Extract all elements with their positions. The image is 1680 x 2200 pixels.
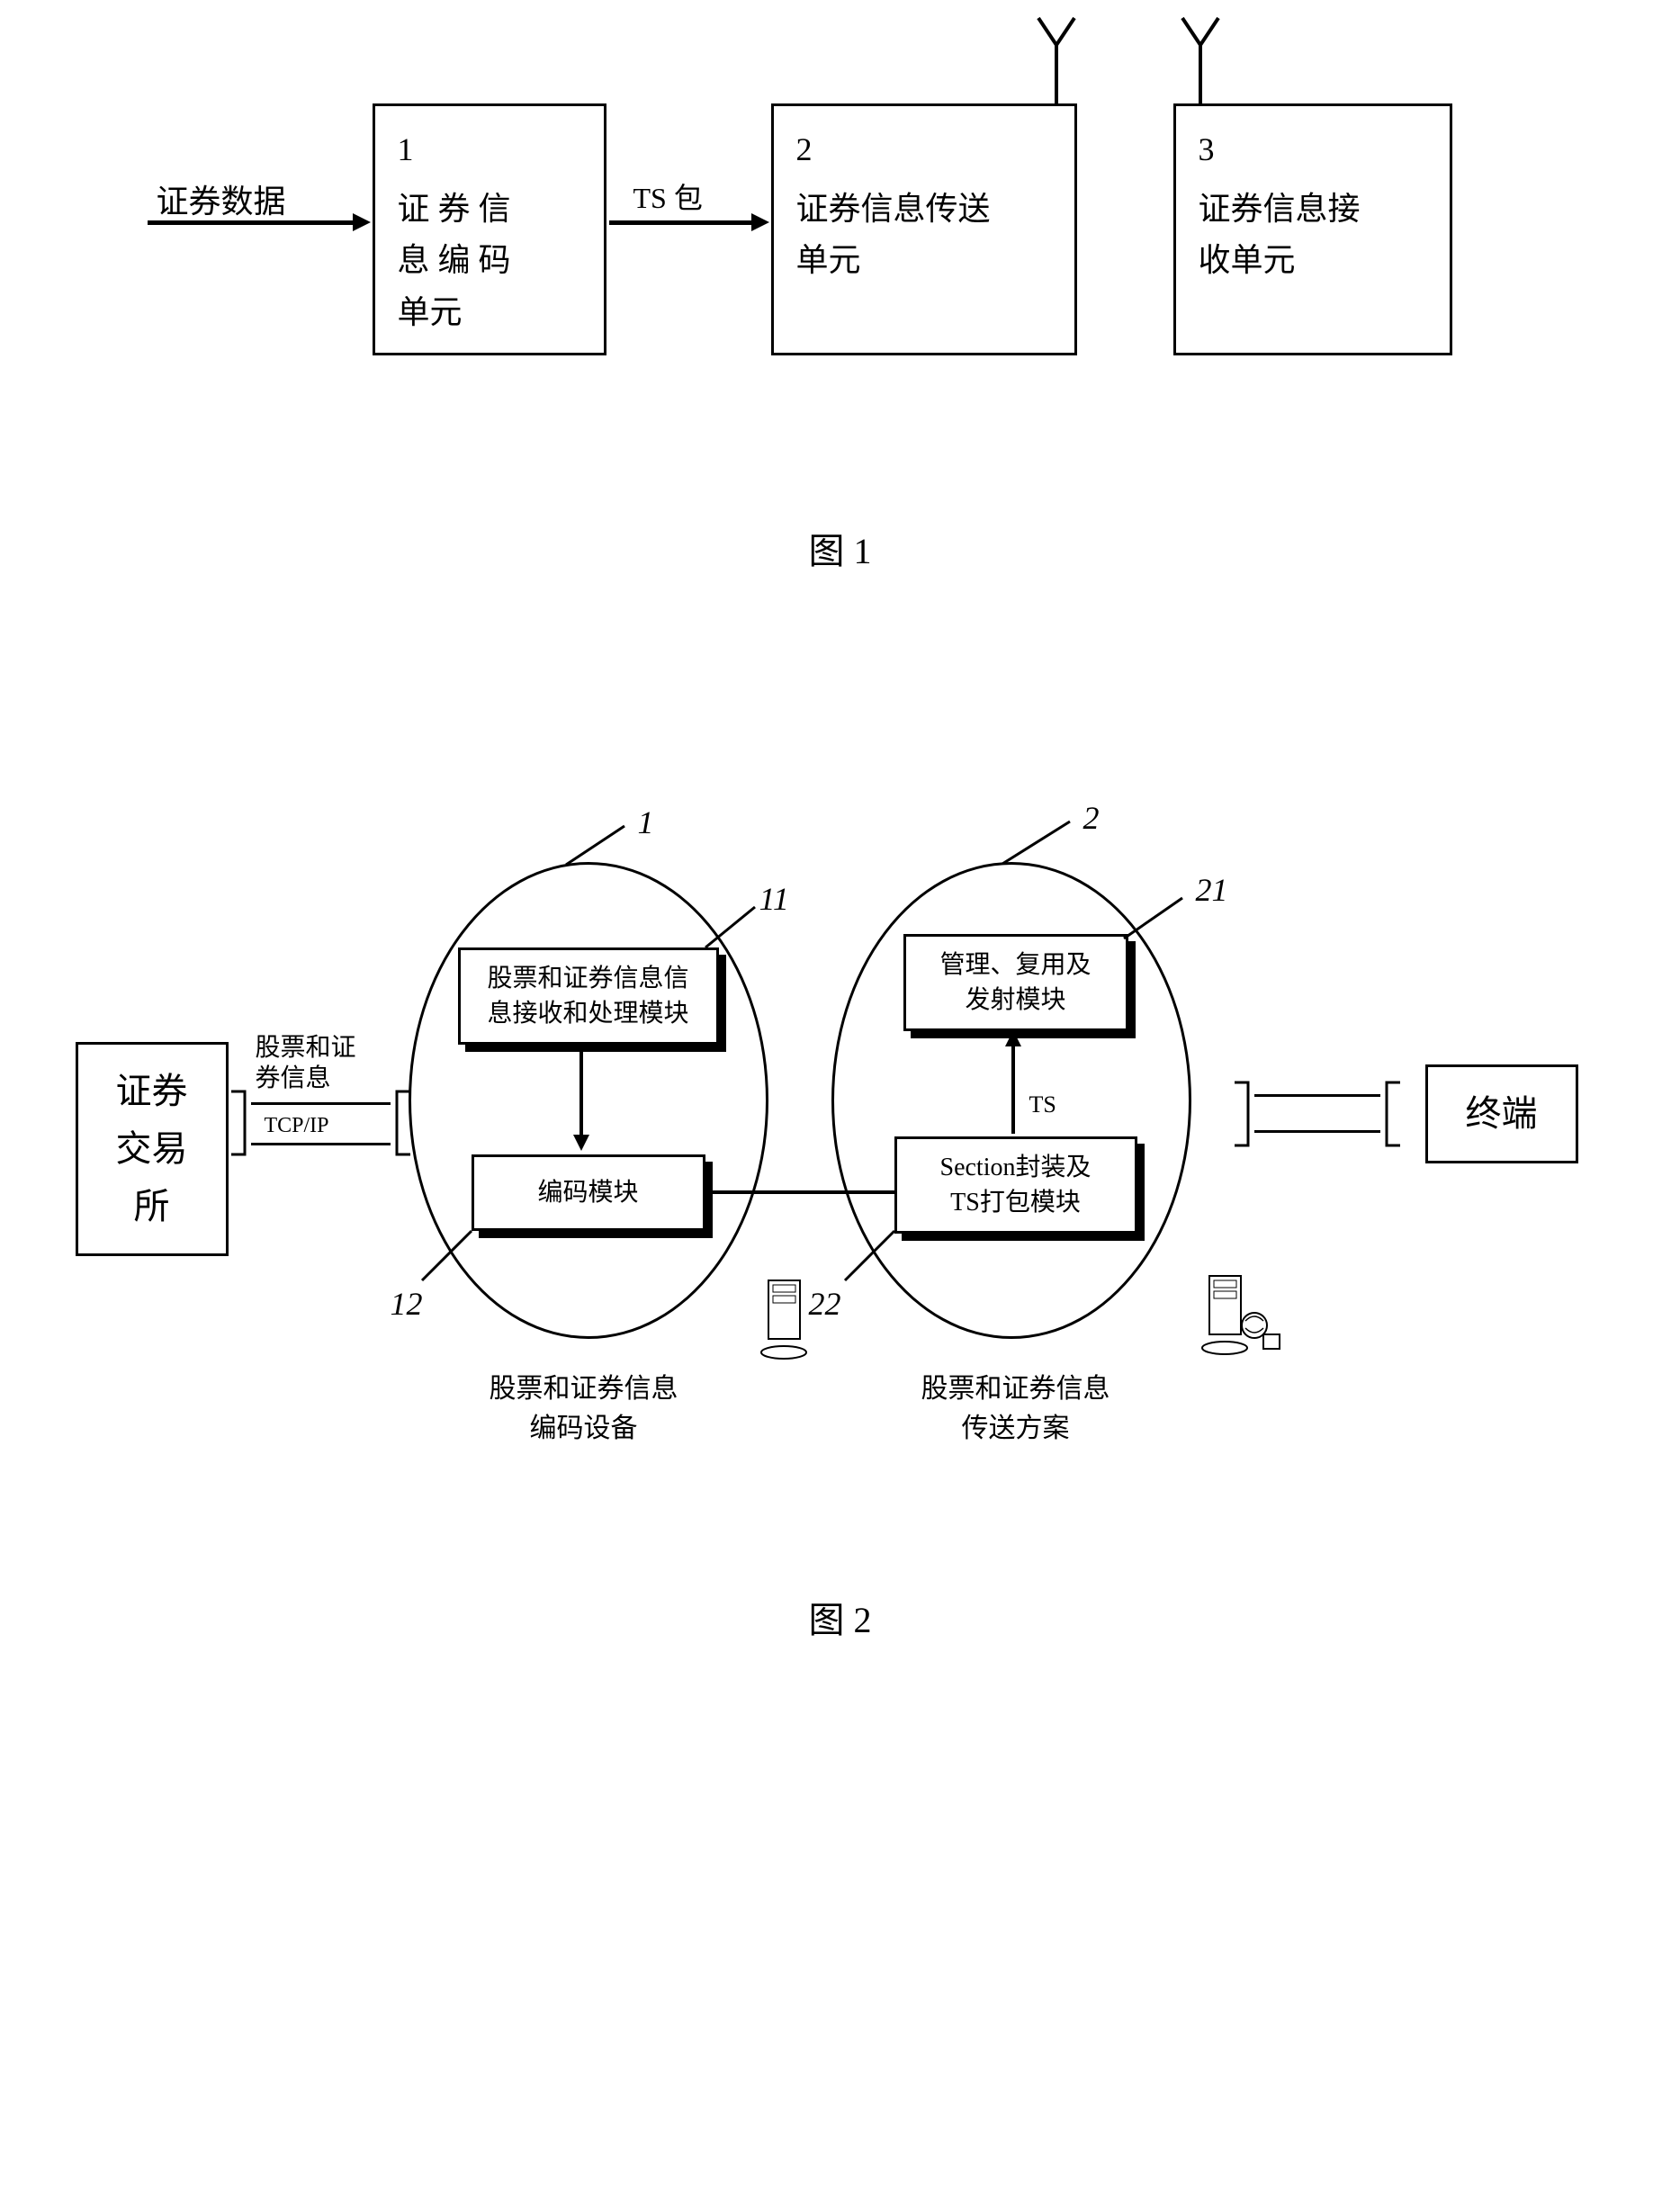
arrow-1-2-line bbox=[609, 220, 753, 225]
pointer-1-line bbox=[561, 822, 633, 876]
arrow-22-21-head bbox=[1005, 1030, 1021, 1046]
antenna-receive-icon bbox=[1173, 13, 1227, 108]
ts-arrow-label: TS bbox=[1029, 1091, 1056, 1118]
pointer-22-line bbox=[840, 1226, 903, 1289]
box-3-num: 3 bbox=[1199, 124, 1427, 176]
pointer-2-line bbox=[998, 817, 1079, 871]
ellipse-1-label: 股票和证券信息 编码设备 bbox=[490, 1366, 678, 1445]
right-conn-line2 bbox=[1254, 1130, 1380, 1133]
box-12: 编码模块 bbox=[472, 1154, 705, 1231]
box-21: 管理、复用及 发射模块 bbox=[903, 934, 1128, 1031]
left-conn-line2 bbox=[251, 1143, 391, 1145]
pointer-2-num: 2 bbox=[1083, 799, 1100, 837]
left-conn-top-label: 股票和证 券信息 bbox=[256, 1033, 356, 1093]
box-2-text: 证券信息传送 单元 bbox=[796, 191, 991, 279]
arrow-11-12-head bbox=[573, 1135, 589, 1151]
box-3: 3 证券信息接 收单元 bbox=[1173, 103, 1452, 355]
pointer-1-num: 1 bbox=[638, 804, 654, 841]
figure-2: 证券 交易所 股票和证 券信息 TCP/IP 1 股票和证券信息信 息接收和处理… bbox=[76, 754, 1605, 1519]
arrow-11-12-line bbox=[579, 1042, 583, 1136]
pointer-11-num: 11 bbox=[759, 880, 789, 918]
box-22: Section封装及 TS打包模块 bbox=[894, 1136, 1137, 1234]
pointer-21-line bbox=[1119, 893, 1191, 947]
left-bracket-out bbox=[229, 1087, 256, 1159]
antenna-transmit-icon bbox=[1029, 13, 1083, 108]
input-label: 证券数据 bbox=[157, 175, 286, 222]
figure-1-caption: 图 1 bbox=[27, 522, 1653, 574]
figure-1: 证券数据 1 证 券 信 息 编 码 单元 TS 包 2 证券信息传送 单元 3… bbox=[121, 27, 1560, 387]
pointer-22-num: 22 bbox=[809, 1285, 841, 1323]
terminal-box: 终端 bbox=[1425, 1064, 1578, 1163]
arrow-22-21-line bbox=[1011, 1044, 1015, 1134]
pointer-11-line bbox=[701, 902, 764, 956]
server-icon-2 bbox=[1200, 1271, 1286, 1361]
pointer-12-line bbox=[418, 1226, 481, 1289]
box-1: 1 证 券 信 息 编 码 单元 bbox=[373, 103, 606, 355]
box-11-text: 股票和证券信息信 息接收和处理模块 bbox=[487, 965, 688, 1028]
input-arrow-line bbox=[148, 220, 355, 225]
right-conn-line1 bbox=[1254, 1094, 1380, 1097]
box-21-text: 管理、复用及 发射模块 bbox=[939, 951, 1091, 1014]
input-arrow-head bbox=[353, 213, 371, 231]
exchange-box: 证券 交易所 bbox=[76, 1042, 229, 1256]
box-22-text: Section封装及 TS打包模块 bbox=[940, 1154, 1092, 1217]
ts-label: TS 包 bbox=[633, 175, 703, 217]
left-conn-bottom-label: TCP/IP bbox=[265, 1114, 329, 1138]
box-3-text: 证券信息接 收单元 bbox=[1199, 191, 1361, 279]
left-conn-line1 bbox=[251, 1102, 391, 1105]
right-bracket-out bbox=[1232, 1078, 1259, 1150]
pointer-21-num: 21 bbox=[1196, 871, 1228, 909]
server-icon-1 bbox=[759, 1276, 809, 1361]
right-bracket-in bbox=[1376, 1078, 1403, 1150]
box-1-text: 证 券 信 息 编 码 单元 bbox=[398, 191, 511, 330]
pointer-12-num: 12 bbox=[391, 1285, 423, 1323]
box-2-num: 2 bbox=[796, 124, 1052, 176]
ellipse-2-label: 股票和证券信息 传送方案 bbox=[921, 1366, 1110, 1445]
box-2: 2 证券信息传送 单元 bbox=[771, 103, 1077, 355]
figure-2-caption: 图 2 bbox=[27, 1591, 1653, 1643]
box-12-text: 编码模块 bbox=[537, 1179, 638, 1207]
box-11: 股票和证券信息信 息接收和处理模块 bbox=[458, 947, 719, 1045]
box-1-num: 1 bbox=[398, 124, 581, 176]
arrow-1-2-head bbox=[751, 213, 769, 231]
